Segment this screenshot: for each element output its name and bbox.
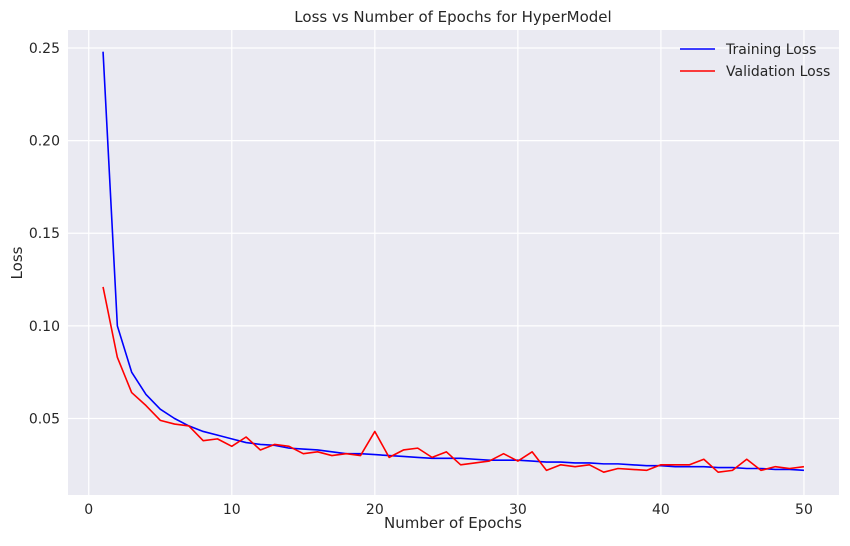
x-tick-label: 50 <box>795 502 813 518</box>
y-tick-label: 0.15 <box>29 226 60 242</box>
y-tick-label: 0.10 <box>29 319 60 335</box>
y-axis-label: Loss <box>8 246 26 279</box>
x-axis-label: Number of Epochs <box>384 514 522 532</box>
x-tick-label: 20 <box>366 502 384 518</box>
x-tick-label: 10 <box>223 502 241 518</box>
chart-title: Loss vs Number of Epochs for HyperModel <box>294 8 611 26</box>
y-tick-label: 0.25 <box>29 41 60 57</box>
legend-label-training-loss: Training Loss <box>725 42 816 58</box>
legend-label-validation-loss: Validation Loss <box>726 64 830 80</box>
legend: Training Loss Validation Loss <box>680 42 830 80</box>
x-tick-label: 0 <box>84 502 93 518</box>
x-tick-label: 40 <box>652 502 670 518</box>
series-line-validation-loss <box>102 286 805 474</box>
series-lines <box>102 51 805 474</box>
tick-labels: 0 10 20 30 40 50 0.05 0.10 0.15 0.20 0.25 <box>29 41 813 518</box>
y-tick-label: 0.20 <box>29 134 60 150</box>
grid <box>68 30 839 495</box>
plot-background <box>68 30 839 495</box>
x-tick-label: 30 <box>509 502 527 518</box>
y-tick-label: 0.05 <box>29 411 60 427</box>
